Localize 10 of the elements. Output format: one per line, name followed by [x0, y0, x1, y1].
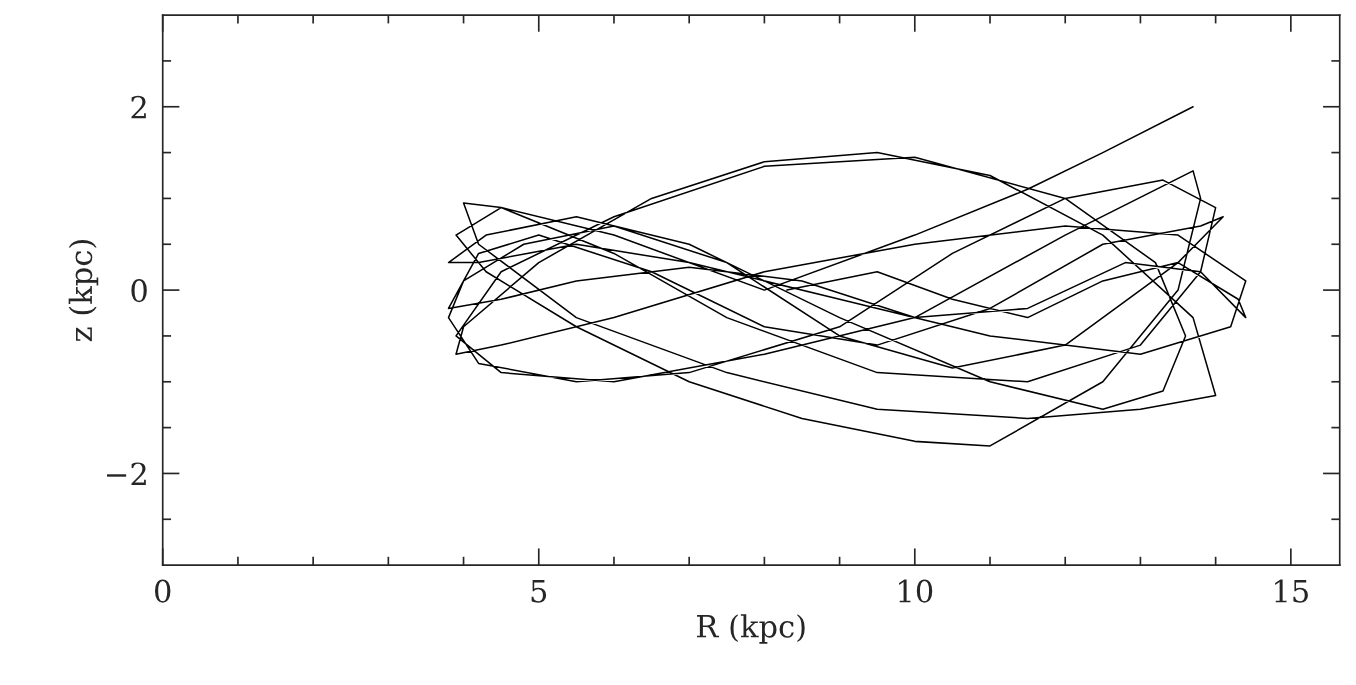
y-axis-title: z (kpc) [68, 240, 99, 342]
x-tick-label: 15 [1275, 579, 1308, 603]
x-tick-label: 0 [155, 579, 171, 603]
y-tick-label: −2 [107, 462, 146, 486]
line-series [447, 105, 1247, 447]
x-tick-label: 5 [531, 579, 547, 603]
x-tick-label: 10 [899, 579, 933, 603]
x-axis-title: R (kpc) [697, 614, 805, 644]
y-tick-label: 0 [131, 279, 147, 303]
y-tick-label: 2 [131, 95, 146, 119]
